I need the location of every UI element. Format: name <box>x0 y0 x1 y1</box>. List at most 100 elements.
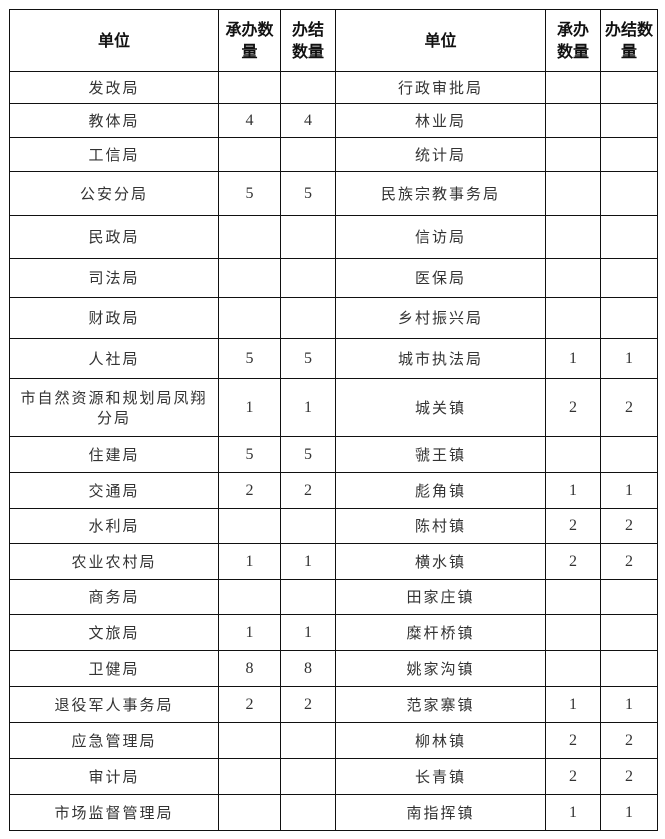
unit-cell: 交通局 <box>9 472 219 509</box>
unit-cell: 民政局 <box>9 215 219 259</box>
table-row: 市场监督管理局 南指挥镇 1 1 <box>9 794 658 831</box>
table-row: 教体局 4 4 林业局 <box>9 103 658 138</box>
completed-cell: 2 <box>600 758 658 795</box>
unit-cell: 田家庄镇 <box>335 579 546 615</box>
completed-cell: 2 <box>600 378 658 437</box>
table-row: 商务局 田家庄镇 <box>9 579 658 615</box>
completed-cell: 1 <box>600 338 658 379</box>
table-row: 应急管理局 柳林镇 2 2 <box>9 722 658 759</box>
unit-cell: 南指挥镇 <box>335 794 546 831</box>
unit-cell: 信访局 <box>335 215 546 259</box>
handled-cell <box>545 614 601 651</box>
table-row: 发改局 行政审批局 <box>9 71 658 104</box>
statistics-table: 单位 承办数量 办结数量 单位 承办数量 办结数量 发改局 行政审批局 教体局 4 4 林… <box>9 9 658 831</box>
unit-cell: 陈村镇 <box>335 508 546 544</box>
unit-cell: 文旅局 <box>9 614 219 651</box>
completed-cell <box>600 579 658 615</box>
table-row: 工信局 统计局 <box>9 137 658 172</box>
table-row: 文旅局 1 1 糜杆桥镇 <box>9 614 658 651</box>
unit-cell: 统计局 <box>335 137 546 172</box>
header-completed: 办结数量 <box>600 9 658 72</box>
table-row: 交通局 2 2 彪角镇 1 1 <box>9 472 658 509</box>
handled-cell: 5 <box>218 338 281 379</box>
header-unit: 单位 <box>9 9 219 72</box>
handled-cell <box>218 137 281 172</box>
completed-cell: 5 <box>280 171 336 216</box>
unit-cell: 长青镇 <box>335 758 546 795</box>
completed-cell <box>600 258 658 298</box>
handled-cell <box>218 215 281 259</box>
completed-cell: 4 <box>280 103 336 138</box>
completed-cell <box>280 722 336 759</box>
unit-cell: 城关镇 <box>335 378 546 437</box>
header-unit: 单位 <box>335 9 546 72</box>
completed-cell <box>280 297 336 339</box>
unit-cell: 教体局 <box>9 103 219 138</box>
table-row: 司法局 医保局 <box>9 258 658 298</box>
completed-cell <box>600 171 658 216</box>
header-handled: 承办数量 <box>218 9 281 72</box>
completed-cell: 1 <box>280 378 336 437</box>
handled-cell: 1 <box>545 686 601 723</box>
unit-cell: 城市执法局 <box>335 338 546 379</box>
unit-cell: 糜杆桥镇 <box>335 614 546 651</box>
unit-cell: 财政局 <box>9 297 219 339</box>
unit-cell: 农业农村局 <box>9 543 219 580</box>
unit-cell: 乡村振兴局 <box>335 297 546 339</box>
unit-cell: 林业局 <box>335 103 546 138</box>
unit-cell: 医保局 <box>335 258 546 298</box>
completed-cell: 5 <box>280 338 336 379</box>
table-row: 水利局 陈村镇 2 2 <box>9 508 658 544</box>
unit-cell: 商务局 <box>9 579 219 615</box>
completed-cell: 1 <box>600 794 658 831</box>
handled-cell: 2 <box>218 686 281 723</box>
completed-cell: 1 <box>600 686 658 723</box>
handled-cell <box>545 71 601 104</box>
handled-cell: 5 <box>218 171 281 216</box>
unit-cell: 市场监督管理局 <box>9 794 219 831</box>
completed-cell <box>280 258 336 298</box>
completed-cell: 1 <box>600 472 658 509</box>
handled-cell <box>545 297 601 339</box>
completed-cell: 8 <box>280 650 336 687</box>
handled-cell: 1 <box>545 338 601 379</box>
handled-cell <box>545 137 601 172</box>
handled-cell: 5 <box>218 436 281 473</box>
completed-cell <box>600 137 658 172</box>
handled-cell <box>545 171 601 216</box>
table-row: 公安分局 5 5 民族宗教事务局 <box>9 171 658 216</box>
handled-cell: 1 <box>545 472 601 509</box>
handled-cell <box>218 297 281 339</box>
handled-cell <box>218 758 281 795</box>
handled-cell <box>218 508 281 544</box>
handled-cell <box>545 103 601 138</box>
unit-cell: 彪角镇 <box>335 472 546 509</box>
completed-cell: 2 <box>600 543 658 580</box>
unit-cell: 退役军人事务局 <box>9 686 219 723</box>
header-completed: 办结数量 <box>280 9 336 72</box>
unit-cell: 范家寨镇 <box>335 686 546 723</box>
table-row: 审计局 长青镇 2 2 <box>9 758 658 795</box>
unit-cell: 横水镇 <box>335 543 546 580</box>
table-row: 人社局 5 5 城市执法局 1 1 <box>9 338 658 379</box>
handled-cell <box>545 436 601 473</box>
header-row: 单位 承办数量 办结数量 单位 承办数量 办结数量 <box>9 9 658 72</box>
completed-cell <box>280 71 336 104</box>
unit-cell: 人社局 <box>9 338 219 379</box>
handled-cell <box>218 258 281 298</box>
completed-cell <box>600 614 658 651</box>
completed-cell: 2 <box>280 472 336 509</box>
handled-cell: 1 <box>218 378 281 437</box>
unit-cell: 司法局 <box>9 258 219 298</box>
completed-cell: 2 <box>280 686 336 723</box>
completed-cell <box>280 508 336 544</box>
unit-cell: 审计局 <box>9 758 219 795</box>
completed-cell <box>600 215 658 259</box>
completed-cell <box>600 103 658 138</box>
table-row: 退役军人事务局 2 2 范家寨镇 1 1 <box>9 686 658 723</box>
handled-cell <box>218 579 281 615</box>
handled-cell: 2 <box>545 543 601 580</box>
table-row: 市自然资源和规划局凤翔分局 1 1 城关镇 2 2 <box>9 378 658 437</box>
handled-cell: 1 <box>218 543 281 580</box>
handled-cell <box>545 650 601 687</box>
